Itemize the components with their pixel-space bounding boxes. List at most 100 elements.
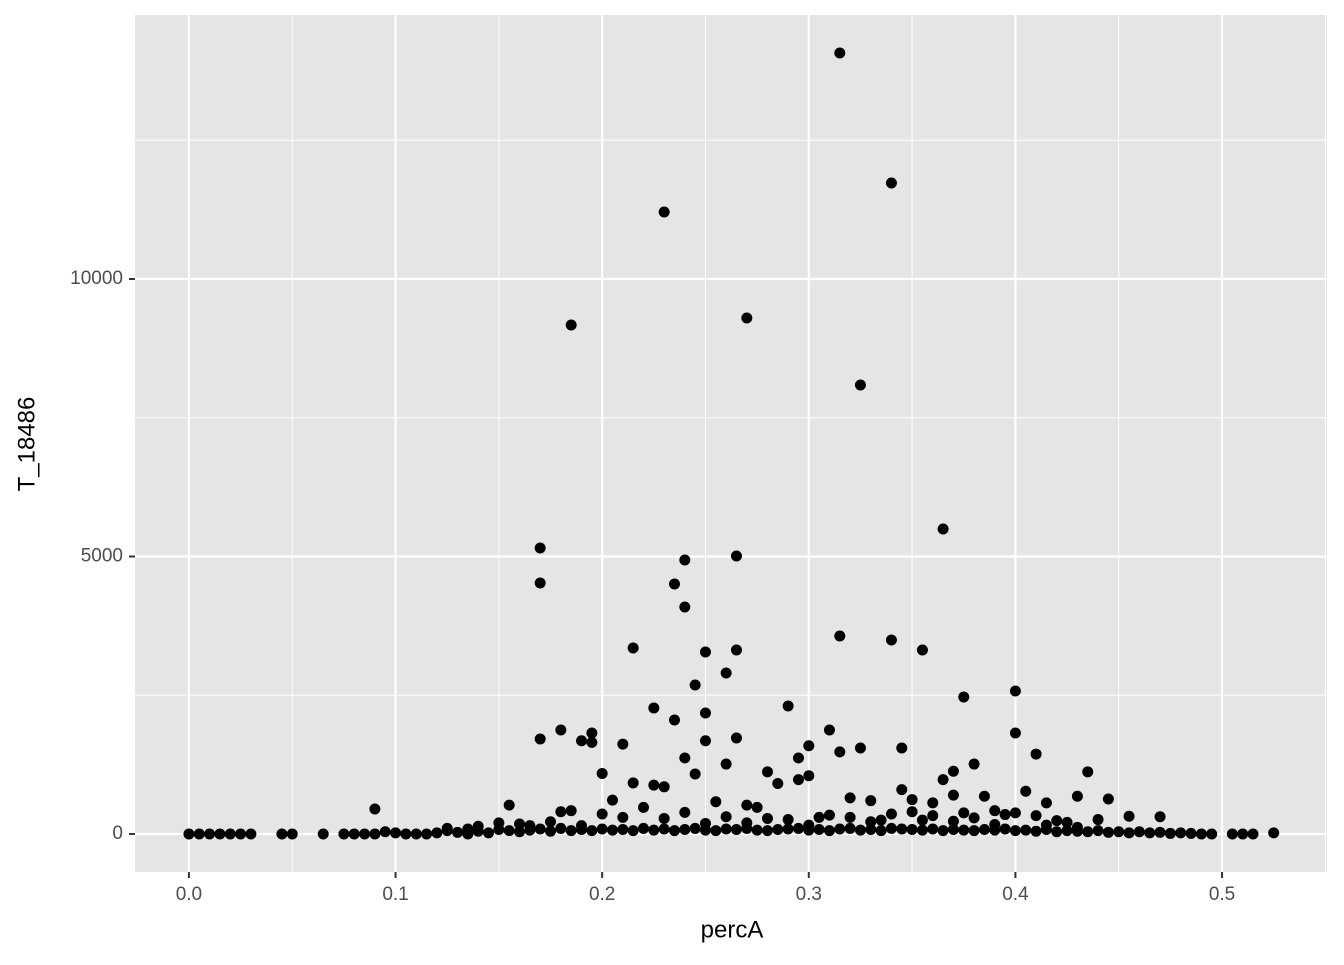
point xyxy=(978,790,990,802)
point xyxy=(1175,827,1187,839)
point xyxy=(1195,828,1207,840)
point xyxy=(668,578,680,590)
x-tick-label: 0.0 xyxy=(176,884,202,905)
point xyxy=(1082,826,1094,838)
point xyxy=(947,765,959,777)
point xyxy=(885,177,897,189)
point xyxy=(813,811,825,823)
point xyxy=(823,809,835,821)
point xyxy=(730,550,742,562)
point xyxy=(1102,793,1114,805)
point xyxy=(379,826,391,838)
point xyxy=(410,828,422,840)
point xyxy=(627,777,639,789)
point xyxy=(896,742,908,754)
point xyxy=(668,825,680,837)
point xyxy=(916,644,928,656)
point xyxy=(183,828,195,840)
point xyxy=(668,714,680,726)
point xyxy=(813,824,825,836)
point xyxy=(452,826,464,838)
point xyxy=(483,827,495,839)
point xyxy=(1061,816,1073,828)
point xyxy=(854,742,866,754)
point xyxy=(493,824,505,836)
point xyxy=(1061,825,1073,837)
point xyxy=(927,810,939,822)
point xyxy=(1237,828,1249,840)
point xyxy=(555,806,567,818)
point xyxy=(1206,828,1218,840)
point xyxy=(1020,785,1032,797)
point xyxy=(1092,825,1104,837)
x-axis-title: percA xyxy=(701,916,764,943)
point xyxy=(514,818,526,830)
y-tick-label: 5000 xyxy=(81,546,123,567)
point xyxy=(1030,810,1042,822)
point xyxy=(441,825,453,837)
point xyxy=(224,828,236,840)
point xyxy=(999,823,1011,835)
point xyxy=(1009,825,1021,837)
point xyxy=(865,816,877,828)
x-tick-label: 0.5 xyxy=(1209,884,1235,905)
point xyxy=(1071,790,1083,802)
point xyxy=(1123,827,1135,839)
point xyxy=(947,815,959,827)
point xyxy=(834,823,846,835)
point xyxy=(637,822,649,834)
point xyxy=(916,824,928,836)
point xyxy=(1040,824,1052,836)
point xyxy=(400,828,412,840)
point xyxy=(214,828,226,840)
point xyxy=(534,733,546,745)
point xyxy=(699,707,711,719)
point xyxy=(524,824,536,836)
point xyxy=(989,824,1001,836)
point xyxy=(1030,748,1042,760)
y-tick-label: 0 xyxy=(112,823,123,844)
y-axis-title: T_18486 xyxy=(13,397,40,492)
point xyxy=(937,825,949,837)
point xyxy=(1154,826,1166,838)
point xyxy=(1009,727,1021,739)
point xyxy=(586,825,598,837)
point xyxy=(792,752,804,764)
point xyxy=(421,828,433,840)
point xyxy=(276,828,288,840)
point xyxy=(369,828,381,840)
point xyxy=(514,826,526,838)
point xyxy=(741,312,753,324)
point xyxy=(648,702,660,714)
point xyxy=(193,828,205,840)
point xyxy=(896,784,908,796)
point xyxy=(534,577,546,589)
point xyxy=(772,777,784,789)
point xyxy=(1164,827,1176,839)
x-tick-label: 0.1 xyxy=(382,884,408,905)
point xyxy=(720,667,732,679)
point xyxy=(1082,766,1094,778)
point xyxy=(947,789,959,801)
point xyxy=(1144,827,1156,839)
point xyxy=(865,795,877,807)
point xyxy=(927,797,939,809)
point xyxy=(823,825,835,837)
point xyxy=(617,738,629,750)
point xyxy=(761,812,773,824)
point xyxy=(545,825,557,837)
point xyxy=(658,812,670,824)
point xyxy=(472,825,484,837)
point xyxy=(854,824,866,836)
point xyxy=(235,828,247,840)
point xyxy=(627,642,639,654)
x-tick-label: 0.4 xyxy=(1002,884,1029,905)
point xyxy=(875,814,887,826)
point xyxy=(792,774,804,786)
point xyxy=(916,814,928,826)
point xyxy=(710,796,722,808)
point xyxy=(865,824,877,836)
point xyxy=(679,806,691,818)
point xyxy=(906,794,918,806)
